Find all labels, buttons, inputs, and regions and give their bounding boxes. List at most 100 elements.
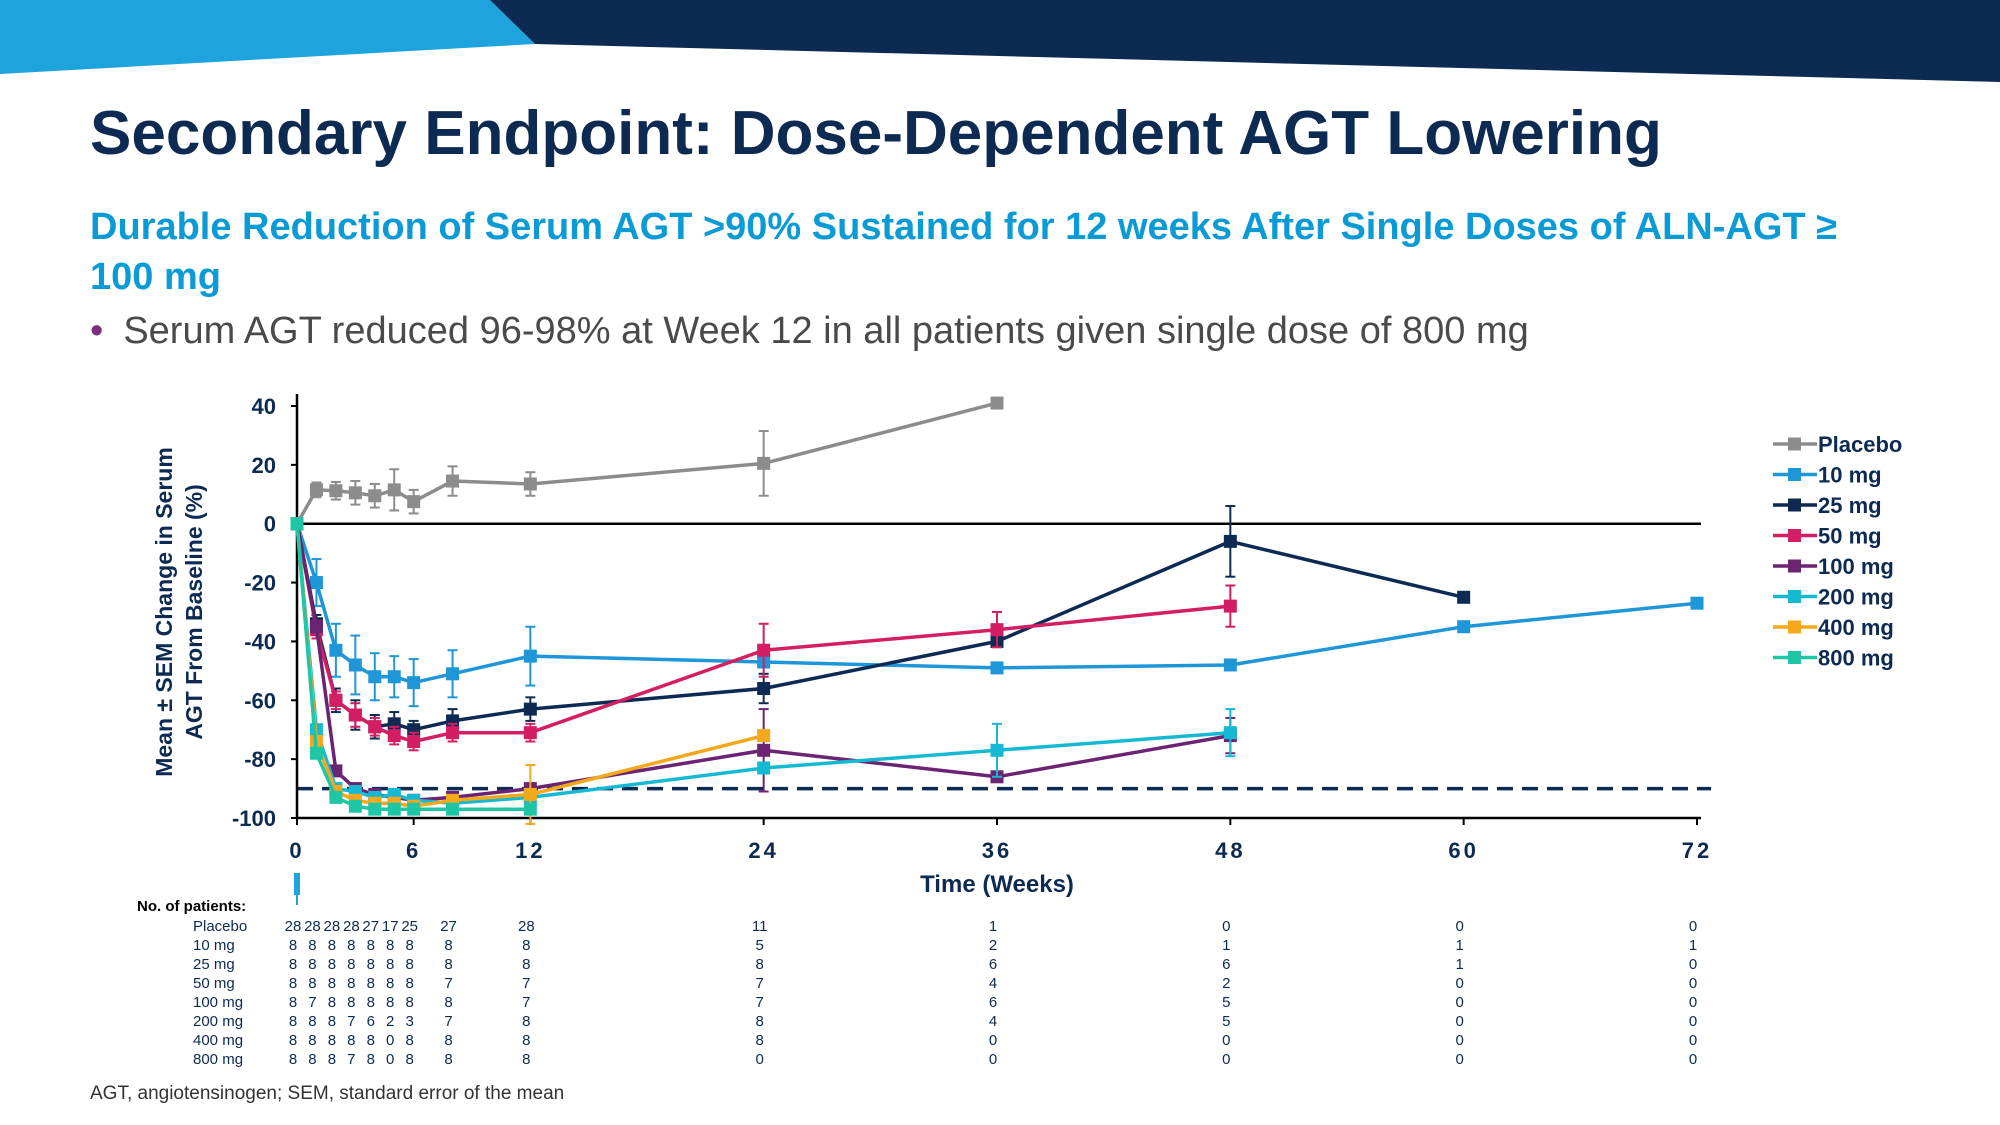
legend-marker [1788,468,1801,481]
patients-count: 6 [989,994,997,1011]
x-tick-label: 48 [1215,838,1245,863]
data-point [446,726,460,740]
legend-label: 200 mg [1818,585,1894,610]
patients-count: 8 [522,956,530,973]
patients-count: 17 [382,918,399,935]
data-point [368,489,382,503]
y-tick-label: -100 [232,806,276,831]
patients-count: 27 [362,918,379,935]
patients-count: 2 [1222,975,1230,992]
series-line [295,523,765,808]
patients-count: 8 [522,937,530,954]
patients-count: 8 [405,1051,413,1068]
data-point [387,802,401,816]
y-tick-label: -80 [244,747,276,772]
slide-title: Secondary Endpoint: Dose-Dependent AGT L… [90,99,1662,168]
patients-table-header: No. of patients: [137,898,246,915]
patients-count: 7 [444,975,452,992]
patients-count: 8 [444,956,452,973]
patients-count: 8 [405,994,413,1011]
patients-count: 8 [755,1032,763,1049]
patients-count: 8 [367,956,375,973]
patients-count: 8 [386,994,394,1011]
patients-count: 0 [1455,1051,1463,1068]
patients-row-label: 50 mg [193,975,235,992]
legend-label: 400 mg [1818,615,1894,640]
patients-count: 8 [308,956,316,973]
patients-count: 25 [401,918,418,935]
data-point [348,708,362,722]
patients-count: 0 [386,1032,394,1049]
patients-count: 8 [289,1032,297,1049]
data-point [1457,620,1471,634]
data-point [290,517,304,531]
patients-count: 8 [347,937,355,954]
patients-count: 28 [324,918,341,935]
data-point [1690,596,1704,610]
data-point [407,734,421,748]
patients-row-label: 100 mg [193,994,243,1011]
data-point [348,799,362,813]
patients-count: 8 [386,975,394,992]
patients-count: 8 [347,994,355,1011]
patients-count: 8 [308,1032,316,1049]
patients-count: 8 [522,1032,530,1049]
data-point [523,477,537,491]
patients-count: 0 [386,1051,394,1068]
patients-count: 0 [1455,994,1463,1011]
data-point [1223,726,1237,740]
data-point [446,474,460,488]
data-point [407,495,421,509]
syringe-icon [294,873,300,895]
patients-count: 1 [1455,937,1463,954]
patients-count: 8 [444,1051,452,1068]
patients-count: 0 [1455,918,1463,935]
patients-count: 5 [755,937,763,954]
data-point [757,761,771,775]
patients-count: 8 [522,1013,530,1030]
patients-count: 8 [386,956,394,973]
patients-count: 28 [285,918,302,935]
patients-count: 8 [289,994,297,1011]
legend-marker [1788,651,1801,664]
data-point [1223,534,1237,548]
patients-count: 8 [308,1051,316,1068]
x-axis-title: Time (Weeks) [920,871,1074,898]
series-line [295,523,1698,685]
patients-count: 8 [405,975,413,992]
data-point [329,790,343,804]
patients-count: 8 [347,956,355,973]
patients-count: 0 [1222,918,1230,935]
data-point [523,649,537,663]
patients-count: 2 [386,1013,394,1030]
patients-count: 4 [989,1013,997,1030]
data-point [329,693,343,707]
patients-count: 0 [989,1051,997,1068]
data-point [368,720,382,734]
patients-count: 28 [518,918,535,935]
data-point [990,743,1004,757]
chart-axes: 40 20 0 -20 -40 -60 -80 -100 0 6 12 24 36 48 60 72 Time … [151,394,1709,905]
legend-marker [1788,590,1801,603]
y-axis-title-line: Mean ± SEM Change in Serum [151,447,177,777]
x-tick-label: 0 [289,838,304,863]
patients-count: 7 [755,994,763,1011]
data-point [523,726,537,740]
x-tick-label: 36 [982,838,1012,863]
data-point [329,484,343,498]
patients-count: 8 [444,994,452,1011]
data-point [407,676,421,690]
data-point [309,620,323,634]
data-point [757,743,771,757]
patients-count: 0 [1689,956,1697,973]
patients-count: 0 [1689,1032,1697,1049]
patients-row-label: 10 mg [193,937,235,954]
data-point [309,746,323,760]
data-point [990,623,1004,637]
patients-count: 5 [1222,1013,1230,1030]
patients-row-label: Placebo [193,918,247,935]
data-point [757,456,771,470]
banner-light-segment [0,0,535,74]
data-point [446,667,460,681]
